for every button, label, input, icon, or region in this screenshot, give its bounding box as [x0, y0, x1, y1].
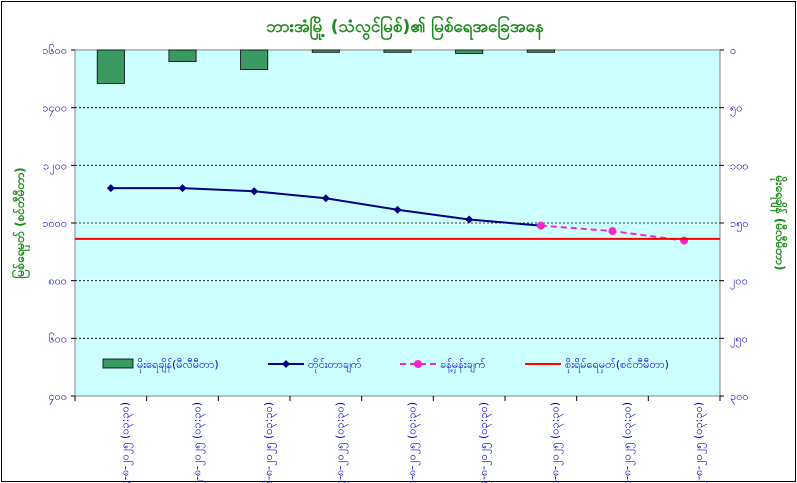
legend-marker-observed [282, 360, 290, 368]
x-tick-label: ၆-၈-၂၀၂၅ (၀၃:၃၀) [262, 402, 277, 483]
y2-tick-label: ၀ [730, 44, 736, 57]
y2-tick-label: ၁၀၀ [730, 159, 749, 172]
legend: မိုးရေချိန်(မီလီမီတာ) တိုင်းတာချက် ခန့်မှန… [102, 358, 669, 373]
rainfall-bar [240, 49, 269, 71]
rainfall-bar [168, 49, 197, 62]
x-tick-label: ၁၁-၈-၂၀၂၅ (၀၃:၃၀) [620, 402, 635, 483]
forecast-point [680, 236, 689, 245]
y2-tick-label: ၁၅၀ [730, 217, 749, 232]
y-axis-label: မြစ်ရေမှတ် (စင်တီမီတာ) [10, 167, 31, 278]
x-tick-label: ၁၂-၈-၂၀၂၅ (၀၃:၃၀) [692, 402, 707, 483]
observed-point [178, 184, 187, 193]
chart-title: ဘားအံမြို့ (သံလွင်မြစ်)၏ မြစ်ရေအခြေအနေ [265, 14, 543, 41]
y-tick-label: ၄၀၀ [48, 390, 67, 405]
rainfall-bar [526, 49, 555, 53]
y2-tick-label: ၂၀၀ [730, 275, 748, 290]
x-tick-label: ၇-၈-၂၀၂၅ (၀၃:၃၀) [334, 402, 349, 483]
observed-point [465, 215, 474, 224]
rainfall-bars [96, 49, 555, 84]
x-tick-label: ၅-၈-၂၀၂၅ (၀၃:၃၀) [190, 402, 205, 483]
y-tick-label: ၁၀၀၀ [42, 217, 67, 230]
x-tick-label: ၁၀-၈-၂၀၂၅ (၀၃:၃၀) [549, 402, 564, 483]
rainfall-bar [96, 49, 125, 84]
y-tick-label: ၁၂၀၀ [43, 159, 67, 174]
rainfall-bar [311, 49, 340, 53]
y2-tick-label: ၅၀ [730, 102, 742, 117]
gridlines [75, 107, 720, 339]
x-tick-label: ၉-၈-၂၀၂၅ (၀၃:၃၀) [477, 402, 492, 483]
legend-marker-forecast [414, 360, 422, 368]
legend-label: ခန့်မှန်းချက် [440, 358, 486, 373]
y2-axis-label: မိုးရေချိန် (မီလီမီတာ) [769, 175, 789, 271]
observed-point [321, 194, 330, 203]
observed-point [106, 184, 115, 193]
observed-point [393, 205, 402, 214]
forecast-point [536, 221, 545, 230]
y-axis-ticks: ၄၀၀ ၆၀၀ ၈၀၀ ၁၀၀၀ ၁၂၀၀ ၁၄၀၀ ၁၆၀၀ [42, 44, 75, 405]
observed-point [250, 187, 259, 196]
legend-label: တိုင်းတာချက် [308, 358, 362, 373]
y2-tick-label: ၂၅၀ [730, 332, 748, 347]
x-tick-label: ၄-၈-၂၀၂၅ (၀၃:၃၀) [119, 402, 134, 483]
legend-swatch-rainfall [102, 358, 134, 369]
rainfall-bar [455, 49, 484, 54]
y-tick-label: ၈၀၀ [48, 275, 67, 288]
y2-tick-label: ၃၀၀ [730, 390, 749, 405]
y-tick-label: ၁၄၀၀ [42, 102, 67, 117]
series-lines [75, 184, 720, 245]
legend-label: စိုးရိမ်ရေမှတ်(စင်တီမီတာ) [565, 358, 669, 373]
forecast-point [608, 227, 617, 236]
x-tick-label: ၈-၈-၂၀၂၅ (၀၃:၃၀) [405, 402, 420, 483]
x-axis-ticks: ၄-၈-၂၀၂၅ (၀၃:၃၀) ၅-၈-၂၀၂၅ (၀၃:၃၀) ၆-၈-၂၀၂၅… [74, 396, 721, 483]
legend-label: မိုးရေချိန်(မီလီမီတာ) [137, 358, 219, 373]
y-tick-label: ၁၆၀၀ [42, 44, 67, 57]
y-tick-label: ၆၀၀ [48, 332, 67, 345]
rainfall-bar [383, 49, 412, 53]
